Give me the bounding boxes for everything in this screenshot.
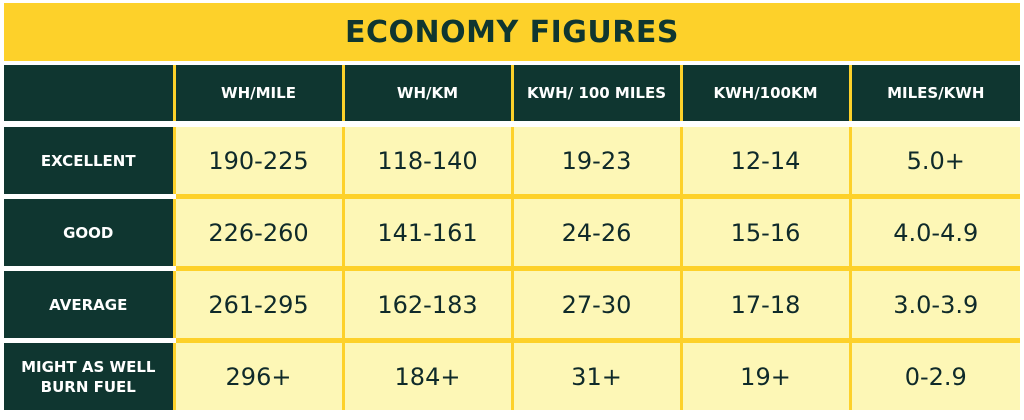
row-label-line: MIGHT AS WELL	[21, 357, 156, 376]
row-label: EXCELLENT	[4, 124, 174, 197]
economy-grid: WH/MILE WH/KM KWH/ 100 MILES KWH/100KM M…	[4, 65, 1020, 410]
table-cell: 31+	[510, 338, 681, 410]
table-cell: 141-161	[341, 194, 512, 269]
row-label-line: BURN FUEL	[40, 377, 136, 396]
table-cell: 5.0+	[848, 124, 1020, 197]
table-cell: 12-14	[679, 124, 850, 197]
table-row: AVERAGE 261-295 162-183 27-30 17-18 3.0-…	[4, 266, 1020, 341]
column-header: WH/MILE	[172, 65, 343, 127]
table-row: MIGHT AS WELL BURN FUEL 296+ 184+ 31+ 19…	[4, 338, 1020, 410]
column-header: MILES/KWH	[848, 65, 1020, 127]
table-cell: 226-260	[172, 194, 343, 269]
table-cell: 0-2.9	[848, 338, 1020, 410]
table-cell: 118-140	[341, 124, 512, 197]
row-label: MIGHT AS WELL BURN FUEL	[4, 338, 174, 410]
table-cell: 19+	[679, 338, 850, 410]
table-cell: 4.0-4.9	[848, 194, 1020, 269]
column-header: KWH/ 100 MILES	[510, 65, 681, 127]
table-title: ECONOMY FIGURES	[4, 3, 1020, 61]
column-header: KWH/100KM	[679, 65, 850, 127]
row-label: GOOD	[4, 194, 174, 269]
economy-figures-table: ECONOMY FIGURES WH/MILE WH/KM KWH/ 100 M…	[4, 3, 1020, 417]
table-cell: 15-16	[679, 194, 850, 269]
table-cell: 162-183	[341, 266, 512, 341]
table-cell: 27-30	[510, 266, 681, 341]
table-row: GOOD 226-260 141-161 24-26 15-16 4.0-4.9	[4, 194, 1020, 269]
header-corner	[4, 65, 174, 127]
table-cell: 19-23	[510, 124, 681, 197]
table-cell: 3.0-3.9	[848, 266, 1020, 341]
table-cell: 24-26	[510, 194, 681, 269]
table-cell: 184+	[341, 338, 512, 410]
table-cell: 261-295	[172, 266, 343, 341]
column-header: WH/KM	[341, 65, 512, 127]
table-row: EXCELLENT 190-225 118-140 19-23 12-14 5.…	[4, 124, 1020, 197]
row-label: AVERAGE	[4, 266, 174, 341]
header-row: WH/MILE WH/KM KWH/ 100 MILES KWH/100KM M…	[4, 65, 1020, 127]
table-cell: 17-18	[679, 266, 850, 341]
table-cell: 190-225	[172, 124, 343, 197]
table-cell: 296+	[172, 338, 343, 410]
